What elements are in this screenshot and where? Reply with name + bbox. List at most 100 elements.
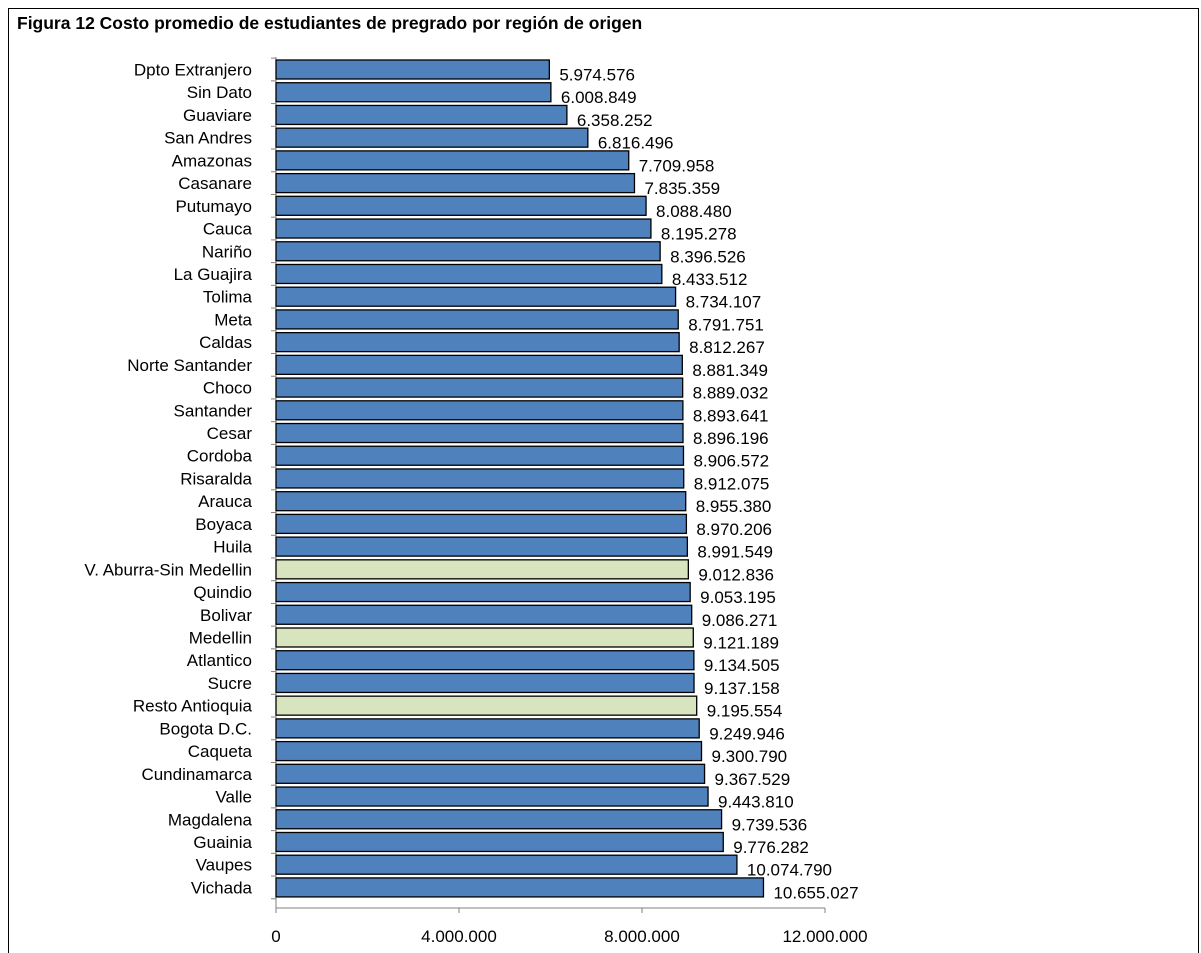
value-label: 9.776.282 bbox=[733, 838, 809, 857]
category-label: Norte Santander bbox=[127, 356, 252, 375]
value-label: 8.195.278 bbox=[661, 225, 737, 244]
bar bbox=[275, 195, 647, 216]
value-label: 9.195.554 bbox=[707, 702, 783, 721]
value-label: 9.739.536 bbox=[732, 815, 808, 834]
bar bbox=[275, 286, 677, 307]
category-label: San Andres bbox=[164, 129, 252, 148]
value-label: 8.812.267 bbox=[689, 338, 765, 357]
category-label: Putumayo bbox=[175, 197, 252, 216]
category-label: Quindio bbox=[193, 583, 252, 602]
category-label: Huila bbox=[213, 538, 252, 557]
category-label: Medellin bbox=[189, 629, 252, 648]
bar bbox=[275, 650, 695, 671]
category-label: Casanare bbox=[178, 174, 252, 193]
bar bbox=[275, 581, 691, 603]
bar bbox=[275, 263, 663, 285]
chart-title: Figura 12 Costo promedio de estudiantes … bbox=[17, 13, 643, 33]
category-label: Nariño bbox=[202, 242, 252, 261]
category-label: Caldas bbox=[199, 333, 252, 352]
bar bbox=[275, 786, 709, 807]
bar bbox=[275, 172, 636, 194]
value-label: 10.655.027 bbox=[773, 883, 858, 902]
bar bbox=[275, 445, 685, 466]
bar bbox=[275, 877, 765, 898]
category-label: Vichada bbox=[191, 878, 253, 897]
value-label: 5.974.576 bbox=[559, 66, 635, 85]
x-tick-label: 8.000.000 bbox=[604, 927, 680, 946]
value-label: 9.249.946 bbox=[709, 724, 785, 743]
bar bbox=[275, 604, 693, 625]
value-label: 7.709.958 bbox=[639, 156, 715, 175]
value-label: 9.053.195 bbox=[700, 588, 776, 607]
bar bbox=[275, 377, 684, 398]
x-tick-label: 4.000.000 bbox=[421, 927, 497, 946]
bar bbox=[275, 104, 568, 126]
value-label: 9.367.529 bbox=[715, 770, 791, 789]
bar bbox=[275, 718, 700, 739]
bar bbox=[275, 831, 724, 853]
bar bbox=[275, 354, 683, 376]
value-label: 8.970.206 bbox=[696, 520, 772, 539]
category-label: La Guajira bbox=[174, 265, 253, 284]
frame-top-border bbox=[8, 8, 1199, 9]
category-label: Bogota D.C. bbox=[159, 719, 252, 738]
value-label: 8.734.107 bbox=[686, 293, 762, 312]
category-label: Guainia bbox=[193, 833, 252, 852]
bar bbox=[275, 309, 679, 330]
value-label: 8.893.641 bbox=[693, 406, 769, 425]
category-label: Bolivar bbox=[200, 606, 252, 625]
bar bbox=[275, 400, 684, 421]
value-label: 8.889.032 bbox=[693, 384, 769, 403]
bar bbox=[275, 82, 552, 103]
x-tick-label: 0 bbox=[271, 927, 280, 946]
bar bbox=[275, 422, 684, 444]
value-label: 8.896.196 bbox=[693, 429, 769, 448]
value-label: 9.300.790 bbox=[712, 747, 788, 766]
value-label: 8.396.526 bbox=[670, 247, 746, 266]
value-label: 10.074.790 bbox=[747, 861, 832, 880]
frame-right-border bbox=[1198, 8, 1199, 953]
category-label: Sin Dato bbox=[187, 83, 252, 102]
category-label: Atlantico bbox=[187, 651, 252, 670]
bar bbox=[275, 331, 680, 353]
category-label: Risaralda bbox=[180, 469, 252, 488]
bar bbox=[275, 809, 723, 830]
bar bbox=[275, 127, 589, 148]
value-label: 6.816.496 bbox=[598, 134, 674, 153]
value-label: 8.088.480 bbox=[656, 202, 732, 221]
value-label: 8.912.075 bbox=[694, 474, 770, 493]
bar bbox=[275, 536, 689, 557]
category-label: Vaupes bbox=[196, 856, 252, 875]
category-label: Cesar bbox=[207, 424, 253, 443]
value-label: 9.012.836 bbox=[698, 565, 774, 584]
category-label: Sucre bbox=[208, 674, 252, 693]
category-label: Tolima bbox=[203, 288, 253, 307]
bar bbox=[275, 740, 703, 762]
value-label: 7.835.359 bbox=[644, 179, 720, 198]
bar bbox=[275, 491, 687, 512]
bar bbox=[275, 672, 695, 694]
value-label: 9.086.271 bbox=[702, 611, 778, 630]
bar bbox=[275, 468, 685, 489]
category-label: Cundinamarca bbox=[141, 765, 252, 784]
category-label: Resto Antioquia bbox=[133, 697, 253, 716]
category-label: V. Aburra-Sin Medellin bbox=[84, 560, 252, 579]
x-tick-label: 12.000.000 bbox=[782, 927, 867, 946]
value-label: 8.906.572 bbox=[693, 452, 769, 471]
category-label: Amazonas bbox=[172, 151, 252, 170]
value-label: 8.433.512 bbox=[672, 270, 748, 289]
category-label: Valle bbox=[215, 788, 252, 807]
category-label: Magdalena bbox=[168, 810, 253, 829]
category-label: Boyaca bbox=[195, 515, 252, 534]
category-label: Choco bbox=[203, 379, 252, 398]
value-label: 6.358.252 bbox=[577, 111, 653, 130]
bar bbox=[275, 854, 738, 875]
bar bbox=[275, 695, 698, 716]
value-label: 8.881.349 bbox=[692, 361, 768, 380]
bar bbox=[275, 627, 694, 648]
category-label: Dpto Extranjero bbox=[134, 61, 252, 80]
bar bbox=[275, 59, 550, 80]
bar bbox=[275, 241, 661, 262]
